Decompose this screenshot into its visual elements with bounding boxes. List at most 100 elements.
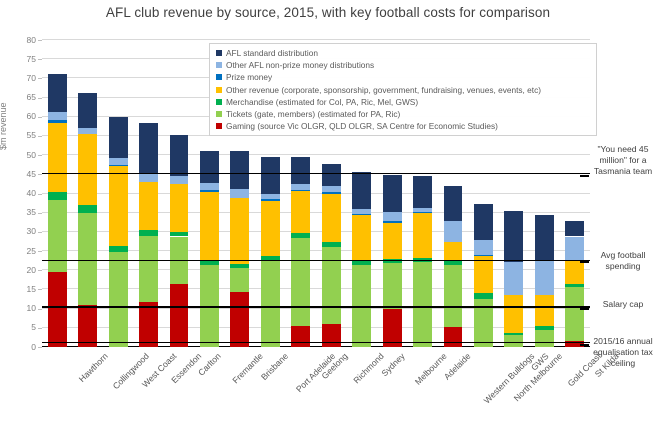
bar-collingwood[interactable]	[78, 93, 98, 347]
bar-hawthorn[interactable]	[47, 74, 67, 347]
bar-segment	[534, 215, 554, 261]
bar-segment	[352, 264, 372, 347]
legend-label: Prize money	[226, 72, 273, 83]
y-tick-mark	[38, 155, 42, 157]
bar-melbourne[interactable]	[382, 174, 402, 347]
chart-legend: AFL standard distribution Other AFL non-p…	[209, 43, 597, 136]
bar-segment	[230, 291, 250, 347]
bar-segment	[260, 156, 280, 194]
legend-item[interactable]: Other revenue (corporate, sponsorship, g…	[216, 84, 596, 96]
bar-geelong[interactable]	[291, 157, 311, 347]
bar-segment	[260, 199, 280, 201]
y-tick-label: 55	[26, 130, 36, 141]
bar-segment	[504, 210, 524, 262]
bar-segment	[78, 213, 98, 306]
gridline	[42, 326, 590, 328]
y-tick-mark	[38, 116, 42, 118]
annotation-tick	[580, 175, 589, 177]
bar-segment	[382, 221, 402, 223]
bar-segment	[291, 190, 311, 233]
gridline	[42, 230, 590, 232]
bar-segment	[382, 222, 402, 260]
bar-richmond[interactable]	[321, 164, 341, 347]
bar-fremantle[interactable]	[200, 150, 219, 347]
bar-segment	[443, 220, 463, 243]
bar-segment	[413, 261, 432, 347]
bar-west-coast[interactable]	[108, 117, 128, 347]
annotation-tick	[580, 308, 589, 310]
y-tick-label: 25	[26, 245, 36, 256]
tasmania-note: "You need 45 million" for a Tasmania tea…	[593, 144, 653, 176]
legend-label: Other AFL non-prize money distributions	[226, 60, 375, 71]
gridline	[42, 192, 590, 194]
bar-segment	[321, 242, 341, 248]
legend-swatch-icon	[216, 74, 222, 81]
bar-st-kilda[interactable]	[565, 221, 585, 347]
y-tick-label: 50	[26, 149, 36, 160]
bar-adelaide[interactable]	[413, 176, 432, 347]
bar-segment	[78, 93, 98, 129]
legend-swatch-icon	[216, 123, 222, 130]
bar-segment	[321, 186, 341, 193]
bar-gws[interactable]	[504, 210, 524, 347]
bar-segment	[504, 332, 524, 336]
legend-label: Tickets (gate, members) (estimated for P…	[226, 109, 401, 120]
bar-carlton[interactable]	[169, 134, 189, 347]
gridline	[42, 345, 590, 347]
y-tick-mark	[38, 289, 42, 291]
bar-segment	[352, 208, 372, 214]
bar-north-melbourne[interactable]	[474, 204, 493, 347]
bar-segment	[260, 193, 280, 200]
bar-segment	[413, 257, 432, 262]
y-tick-mark	[38, 327, 42, 329]
bar-segment	[200, 191, 219, 261]
bar-segment	[200, 183, 219, 191]
y-tick-mark	[38, 59, 42, 61]
reference-line	[42, 172, 590, 175]
bar-segment	[169, 231, 189, 237]
bar-segment	[78, 205, 98, 214]
bar-essendon[interactable]	[139, 122, 158, 347]
bar-segment	[565, 236, 585, 262]
bar-segment	[47, 120, 67, 123]
legend-item[interactable]: Other AFL non-prize money distributions	[216, 59, 596, 71]
bar-segment	[47, 200, 67, 272]
bar-segment	[291, 325, 311, 347]
bar-segment	[443, 327, 463, 347]
legend-label: Other revenue (corporate, sponsorship, g…	[226, 84, 541, 95]
bar-segment	[413, 213, 432, 258]
legend-item[interactable]: AFL standard distribution	[216, 47, 596, 59]
y-tick-label: 60	[26, 111, 36, 122]
bar-port-adelaide[interactable]	[260, 156, 280, 347]
y-tick-label: 15	[26, 283, 36, 294]
bar-western-bulldogs[interactable]	[443, 186, 463, 347]
bar-segment	[565, 284, 585, 287]
bar-segment	[443, 186, 463, 221]
legend-item[interactable]: Prize money	[216, 71, 596, 83]
legend-item[interactable]: Merchandise (estimated for Col, PA, Ric,…	[216, 96, 596, 108]
bar-sydney[interactable]	[352, 172, 372, 347]
bar-segment	[47, 122, 67, 192]
bar-segment	[504, 261, 524, 296]
bar-segment	[47, 191, 67, 201]
gridline	[42, 307, 590, 309]
bar-segment	[291, 189, 311, 191]
bar-brisbane[interactable]	[230, 150, 250, 347]
y-tick-label: 40	[26, 188, 36, 198]
bar-segment	[260, 260, 280, 347]
legend-item[interactable]: Tickets (gate, members) (estimated for P…	[216, 108, 596, 120]
y-tick-mark	[38, 174, 42, 176]
bar-segment	[474, 299, 493, 347]
y-tick-label: 10	[26, 303, 36, 314]
legend-item[interactable]: Gaming (source Vic OLGR, QLD OLGR, SA Ce…	[216, 120, 596, 132]
bar-segment	[47, 112, 67, 121]
legend-label: AFL standard distribution	[226, 48, 318, 59]
bar-segment	[443, 264, 463, 328]
bar-segment	[108, 158, 128, 166]
bar-segment	[108, 117, 128, 159]
bar-segment	[352, 215, 372, 260]
bar-gold-coast[interactable]	[534, 215, 554, 347]
y-tick-mark	[38, 78, 42, 80]
bar-segment	[321, 247, 341, 325]
